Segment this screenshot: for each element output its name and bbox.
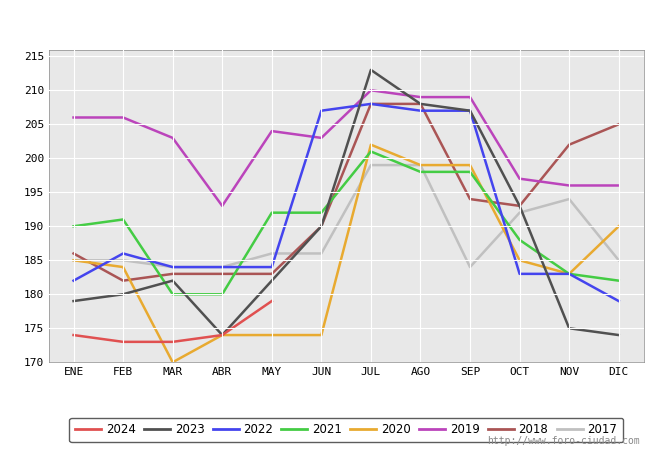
- Text: Afiliados en Higuera de la Serena a 31/5/2024: Afiliados en Higuera de la Serena a 31/5…: [140, 16, 510, 31]
- Legend: 2024, 2023, 2022, 2021, 2020, 2019, 2018, 2017: 2024, 2023, 2022, 2021, 2020, 2019, 2018…: [69, 418, 623, 442]
- Text: http://www.foro-ciudad.com: http://www.foro-ciudad.com: [488, 436, 640, 446]
